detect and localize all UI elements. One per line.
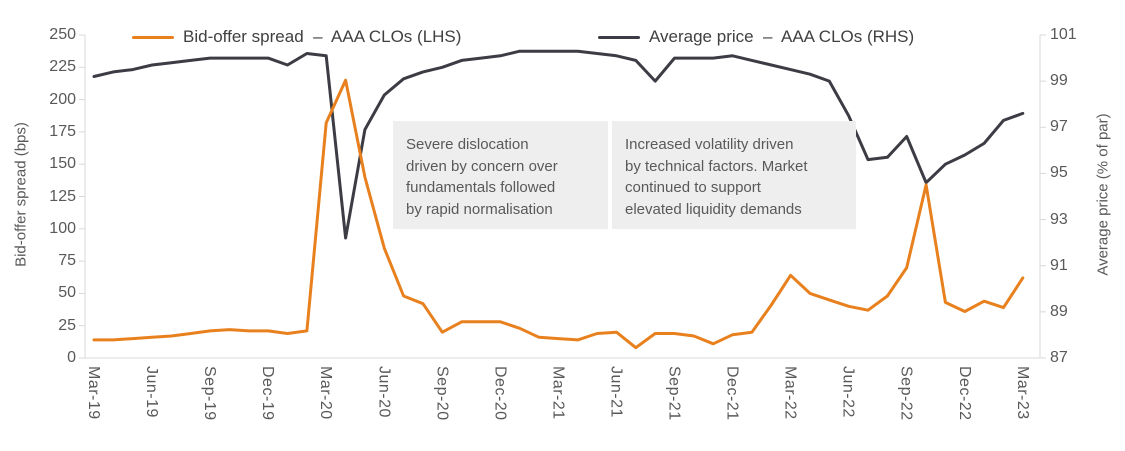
annotation-line: by rapid normalisation — [406, 200, 553, 218]
xtick-label: Dec-21 — [723, 366, 741, 421]
xtick-label: Sep-21 — [665, 366, 683, 421]
annotation-line: by technical factors. Market — [625, 157, 808, 175]
annotation-line: driven by concern over — [406, 157, 558, 175]
ytick left-label: 150 — [49, 155, 76, 173]
ytick right-label: 93 — [1050, 210, 1068, 228]
ytick left-label: 225 — [49, 58, 76, 76]
xtick-label: Dec-22 — [955, 366, 973, 421]
annotation-line: Severe dislocation — [406, 136, 529, 153]
xtick-label: Jun-22 — [839, 366, 857, 418]
xtick-label: Dec-19 — [259, 366, 277, 421]
ytick right-label: 89 — [1050, 302, 1068, 320]
annotation-line: continued to support — [625, 179, 761, 196]
legend-label-bid-offer-spread: Bid-offer spread – AAA CLOs (LHS) — [183, 27, 462, 46]
ytick right-label: 97 — [1050, 118, 1068, 136]
ytick right-label: 99 — [1050, 72, 1068, 90]
ytick right-label: 95 — [1050, 164, 1068, 182]
right-axis-title: Average price (% of par) — [1094, 113, 1112, 276]
orange-line-sample-icon — [132, 35, 174, 39]
ytick left-label: 50 — [58, 284, 76, 302]
xtick-label: Jun-19 — [143, 366, 161, 418]
annotation-line: Increased volatility driven — [625, 136, 794, 153]
xtick-label: Mar-22 — [781, 366, 799, 420]
ytick right-label: 101 — [1050, 26, 1077, 43]
ytick left-label: 75 — [58, 252, 76, 270]
ytick left-label: 0 — [67, 349, 76, 366]
ytick left-label: 125 — [49, 187, 76, 205]
xtick-label: Dec-20 — [491, 366, 509, 421]
ytick left-label: 250 — [49, 26, 76, 43]
average-price-line — [92, 49, 1025, 240]
left-axis-title: Bid-offer spread (bps) — [12, 122, 30, 267]
annotation-increased-volatility: Increased volatility driven by technical… — [612, 121, 856, 229]
xtick-label: Sep-20 — [433, 366, 451, 421]
legend-item-bid-offer-spread: Bid-offer spread – AAA CLOs (LHS) — [132, 27, 461, 47]
annotation-line: fundamentals followed — [406, 179, 556, 196]
ytick left-label: 200 — [49, 90, 76, 108]
xtick-label: Sep-19 — [201, 366, 219, 421]
ytick left-label: 175 — [49, 122, 76, 140]
xtick-label: Mar-20 — [317, 366, 335, 420]
ytick right-label: 87 — [1050, 349, 1068, 366]
annotation-line: elevated liquidity demands — [625, 200, 802, 218]
dark-line-sample-icon — [598, 35, 640, 39]
annotation-severe-dislocation: Severe dislocation driven by concern ove… — [393, 121, 608, 229]
xtick-label: Sep-22 — [897, 366, 915, 421]
bid-offer-spread-line — [92, 78, 1025, 350]
legend-item-average-price: Average price – AAA CLOs (RHS) — [598, 27, 914, 47]
xtick-label: Mar-21 — [549, 366, 567, 420]
xtick-label: Mar-19 — [85, 366, 102, 420]
xtick-label: Jun-21 — [607, 366, 625, 418]
ytick right-label: 91 — [1050, 256, 1068, 274]
xtick-label: Jun-20 — [375, 366, 393, 418]
ytick left-label: 25 — [58, 316, 76, 334]
xtick-label: Mar-23 — [1013, 366, 1031, 420]
legend-label-average-price: Average price – AAA CLOs (RHS) — [649, 27, 915, 46]
ytick left-label: 100 — [49, 219, 76, 237]
